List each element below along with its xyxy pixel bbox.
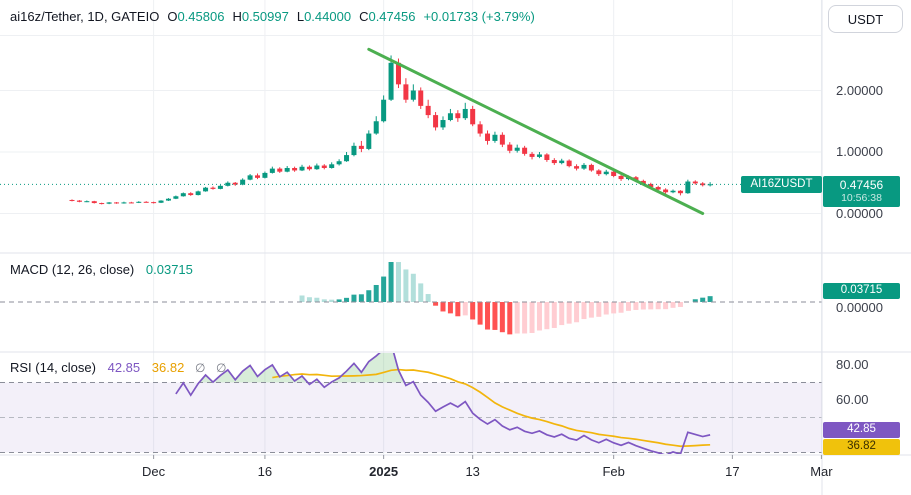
symbol-price-label: AI16ZUSDT <box>741 176 822 193</box>
price-tick-label: 1.00000 <box>836 144 883 159</box>
time-tick-label: 13 <box>465 464 480 479</box>
macd-title[interactable]: MACD (12, 26, close) <box>10 262 135 277</box>
bar-countdown: 10:56:38 <box>841 192 882 205</box>
macd-value: 0.03715 <box>145 262 193 277</box>
last-price-badge: 0.47456 10:56:38 <box>823 176 900 207</box>
rsi-value-badge: 42.85 <box>823 422 900 438</box>
time-tick-label: 2025 <box>369 464 399 479</box>
price-scale[interactable]: 2.00000 1.00000 0.00000 0.00000 80.00 60.00 <box>822 0 911 455</box>
macd-legend: MACD (12, 26, close) 0.03715 <box>10 262 193 277</box>
rsi-tick-label: 60.00 <box>836 392 869 407</box>
macd-value-badge: 0.03715 <box>823 283 900 299</box>
ohlc-values: O0.45806 H0.50997 L0.44000 C0.47456 <box>159 9 415 24</box>
time-tick-label: 16 <box>257 464 273 479</box>
ohlc-value: 0.50997 <box>241 9 289 24</box>
empty-value-icon: ∅ <box>194 361 206 375</box>
ohlc-value: 0.47456 <box>368 9 416 24</box>
currency-toggle-button[interactable]: USDT <box>828 5 903 33</box>
rsi-title[interactable]: RSI (14, close) <box>10 360 96 375</box>
ohlc-value: 0.45806 <box>177 9 225 24</box>
price-tick-label: 0.00000 <box>836 205 883 221</box>
ohlc-letter: O <box>167 9 178 24</box>
time-tick-label: Mar <box>810 464 833 479</box>
rsi-legend: RSI (14, close) 42.85 36.82 ∅ ∅ <box>10 360 226 375</box>
rsi-value: 42.85 <box>107 360 141 375</box>
time-tick-label: 17 <box>725 464 740 479</box>
symbol-legend: ai16z/Tether, 1D, GATEIO O0.45806 H0.50997… <box>10 9 535 24</box>
time-scale[interactable]: Dec 16 2025 13 Feb 17 Mar <box>0 455 911 495</box>
rsi-ma-value: 36.82 <box>151 360 185 375</box>
time-tick-label: Feb <box>602 464 625 479</box>
ohlc-value: 0.44000 <box>304 9 352 24</box>
ohlc-letter: H <box>232 9 242 24</box>
symbol-title[interactable]: ai16z/Tether, 1D, GATEIO <box>10 9 160 24</box>
ohlc-letter: L <box>296 9 305 24</box>
time-tick-label: Dec <box>142 464 166 479</box>
change-value: +0.01733 (+3.79%) <box>423 9 535 24</box>
empty-value-icon: ∅ <box>216 361 227 375</box>
rsi-ma-value-badge: 36.82 <box>823 439 900 455</box>
macd-zero-tick-label: 0.00000 <box>836 300 883 315</box>
price-tick-label: 2.00000 <box>836 82 883 98</box>
rsi-tick-label: 80.00 <box>836 357 869 372</box>
last-price-value: 0.47456 <box>839 178 884 193</box>
ohlc-letter: C <box>359 9 369 24</box>
